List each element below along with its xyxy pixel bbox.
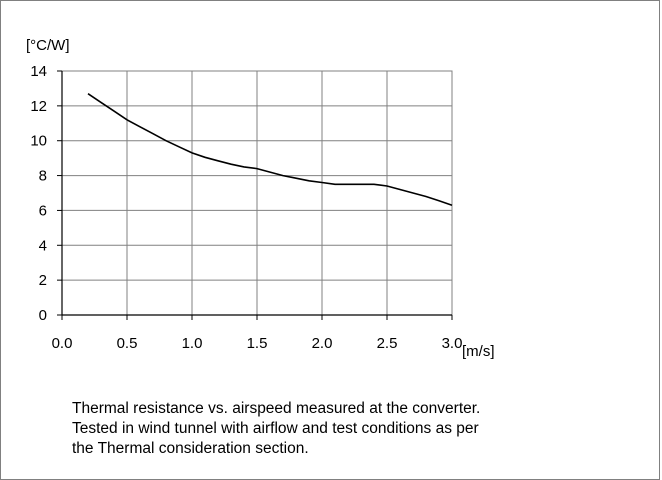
figure-caption: Thermal resistance vs. airspeed measured… bbox=[72, 399, 632, 459]
y-axis-label: [°C/W] bbox=[26, 37, 70, 54]
x-tick-label: 0.5 bbox=[117, 335, 138, 352]
caption-line-2: Tested in wind tunnel with airflow and t… bbox=[72, 420, 479, 437]
axes bbox=[57, 70, 453, 320]
y-tick-label: 14 bbox=[30, 63, 47, 80]
x-axis-label: [m/s] bbox=[462, 343, 495, 360]
y-tick-label: 6 bbox=[39, 202, 47, 219]
grid-lines bbox=[61, 70, 453, 316]
y-tick-label: 12 bbox=[30, 98, 47, 115]
x-tick-label: 1.0 bbox=[182, 335, 203, 352]
x-tick-label: 2.0 bbox=[312, 335, 333, 352]
caption-line-1: Thermal resistance vs. airspeed measured… bbox=[72, 400, 481, 417]
y-tick-label: 2 bbox=[39, 272, 47, 289]
y-tick-label: 0 bbox=[39, 307, 47, 324]
y-tick-label: 10 bbox=[30, 133, 47, 150]
tick-labels: 0.0 0.5 1.0 1.5 2.0 2.5 3.0 0 2 4 6 8 10 12 14 bbox=[30, 63, 462, 352]
series-line bbox=[87, 93, 453, 206]
x-tick-label: 2.5 bbox=[377, 335, 398, 352]
x-tick-label: 3.0 bbox=[442, 335, 463, 352]
x-tick-label: 1.5 bbox=[247, 335, 268, 352]
caption-line-3: the Thermal consideration section. bbox=[72, 440, 309, 457]
y-tick-label: 4 bbox=[39, 237, 47, 254]
y-tick-label: 8 bbox=[39, 168, 47, 185]
x-tick-label: 0.0 bbox=[52, 335, 73, 352]
